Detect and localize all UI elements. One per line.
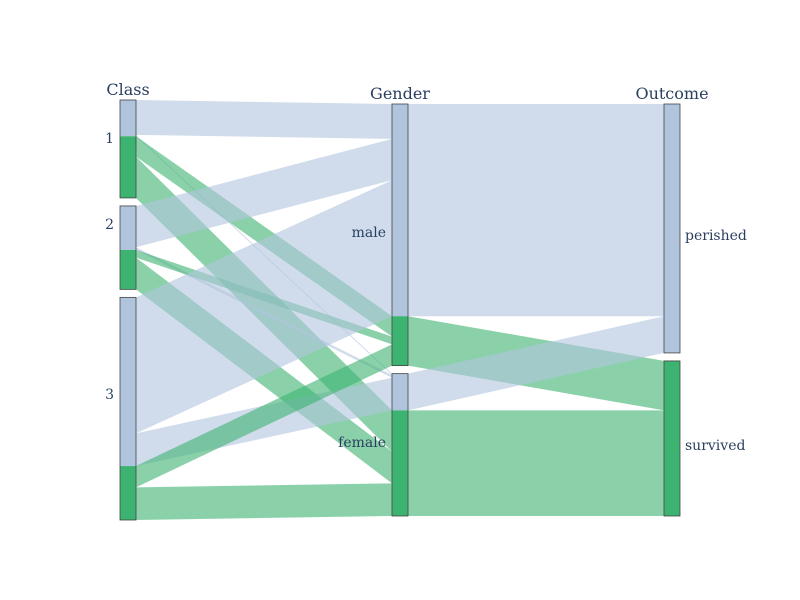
category-label-class-2: 2 — [105, 217, 114, 233]
bar-outline-class-3 — [119, 296, 137, 521]
ribbon-class-3-male-perished — [136, 180, 392, 434]
category-label-female: female — [338, 435, 386, 451]
ribbons — [136, 100, 664, 520]
dimension-title-outcome: Outcome — [635, 84, 708, 103]
dimension-title-gender: Gender — [370, 84, 430, 103]
ribbon-class-3-female-survived — [136, 483, 392, 520]
bar-gender-female-survived — [392, 410, 408, 516]
bar-outcome-perished-perished — [664, 104, 680, 353]
bar-gender-female-perished — [392, 373, 408, 411]
bar-outline-gender-female — [391, 373, 409, 517]
bar-class-2-perished — [120, 205, 136, 250]
category-label-survived: survived — [685, 438, 745, 454]
ribbon-class-2-male-perished — [136, 138, 392, 248]
bar-outline-class-1 — [119, 99, 137, 199]
ribbon-gender-female-survived-survived — [408, 410, 664, 516]
bar-outline-class-2 — [119, 205, 137, 290]
category-label-male: male — [352, 225, 386, 241]
bar-class-1-perished — [120, 100, 136, 137]
ribbon-class-3-male-survived — [136, 344, 392, 488]
bar-class-3-perished — [120, 297, 136, 467]
bar-outcome-survived-survived — [664, 360, 680, 516]
bar-class-2-survived — [120, 249, 136, 290]
category-bars — [119, 99, 681, 521]
bar-outline-outcome-survived — [663, 360, 681, 517]
ribbon-class-1-male-perished — [136, 100, 392, 139]
category-label-class-3: 3 — [105, 387, 114, 403]
ribbon-gender-male-perished-perished — [408, 104, 664, 317]
dimension-title-class: Class — [106, 80, 149, 99]
bar-outline-gender-male — [391, 103, 409, 367]
bar-gender-male-survived — [392, 316, 408, 366]
labels: Class Gender Outcome 1 2 3 male female p… — [105, 80, 747, 454]
category-label-class-1: 1 — [105, 131, 114, 147]
bar-class-3-survived — [120, 466, 136, 520]
category-label-perished: perished — [685, 228, 747, 244]
bar-gender-male-perished — [392, 104, 408, 317]
bar-class-1-survived — [120, 136, 136, 198]
bar-outline-outcome-perished — [663, 103, 681, 354]
ribbon-gender-female-perished-perished — [408, 316, 664, 411]
